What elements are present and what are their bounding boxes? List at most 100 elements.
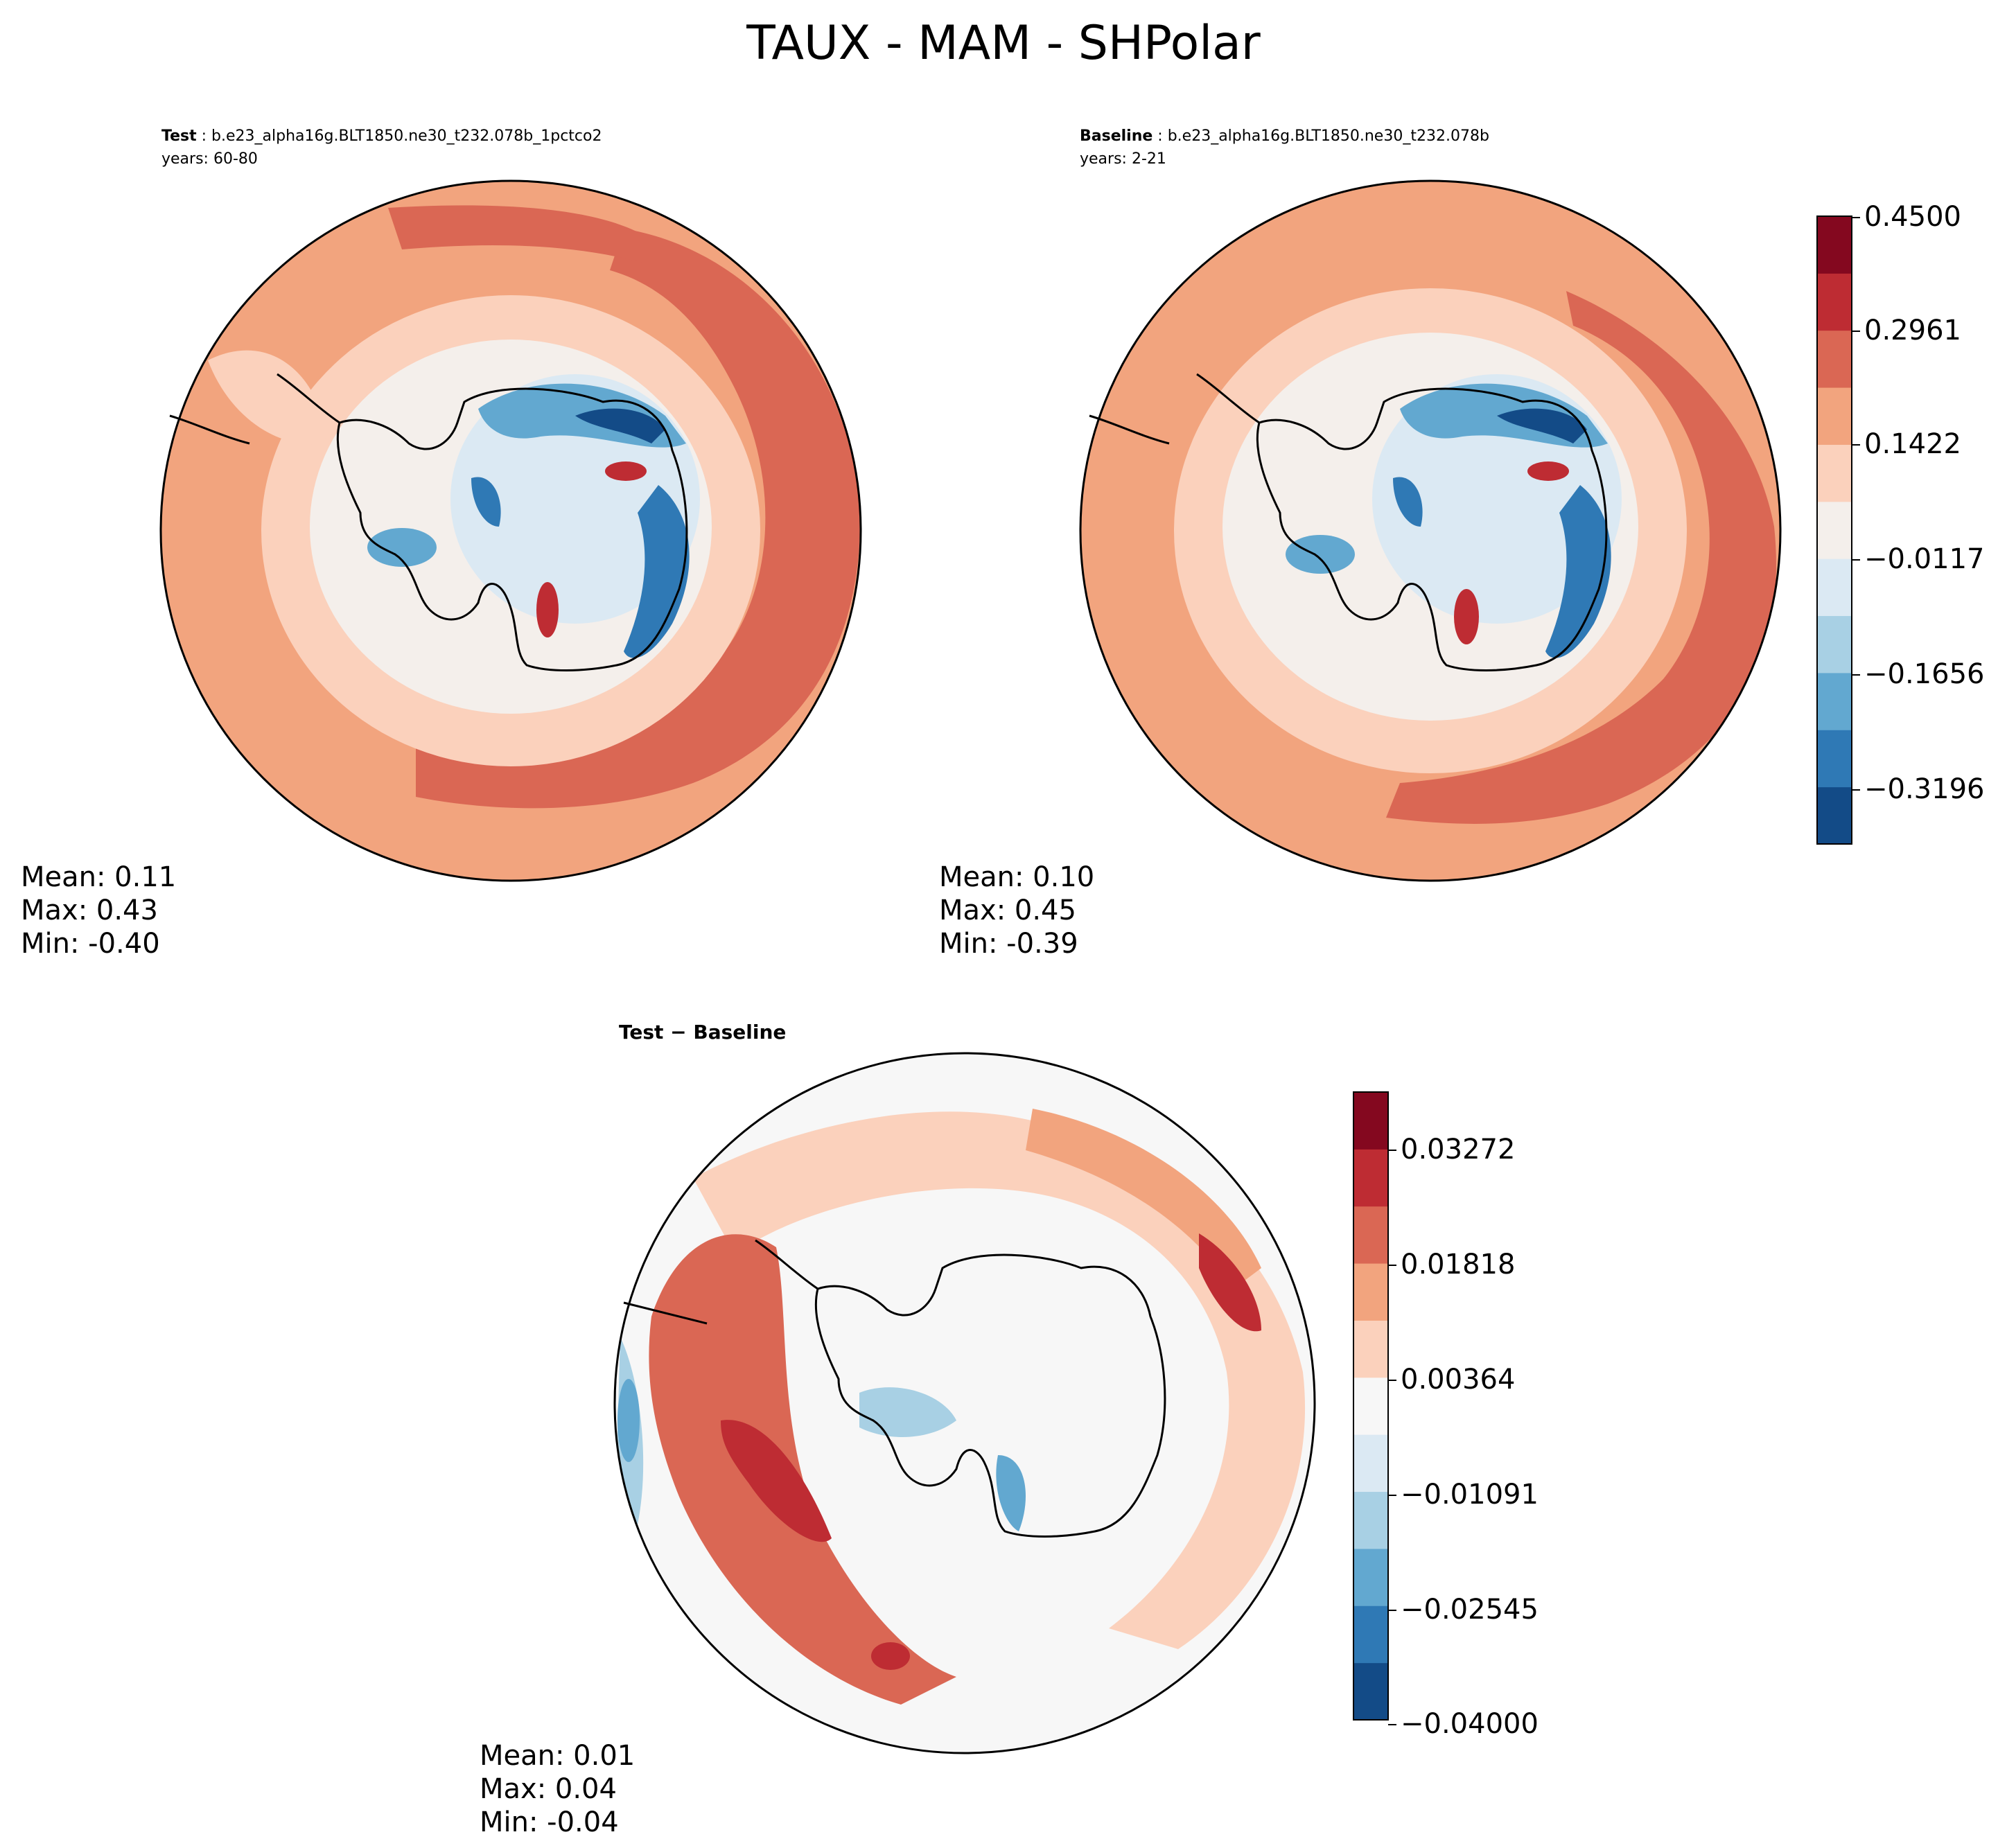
diff-antarctica-coastline [814,1253,1166,1538]
test-easterly-core-north [575,408,665,443]
test-strong-westerlies [416,229,860,809]
diff-mean: Mean: 0.01 [480,1740,636,1772]
colorbar-tick-label: −0.01091 [1401,1479,1539,1511]
colorbar-segment [1353,1263,1388,1321]
colorbar-segment [1353,1491,1388,1549]
test-map [159,179,862,882]
colorbar-tick-label: 0.4500 [1864,201,1961,233]
colorbar-segment [1817,786,1852,845]
diff-max: Max: 0.04 [480,1773,617,1805]
baseline-panel-title: Baseline : b.e23_alpha16g.BLT1850.ne30_t… [1080,127,1489,145]
colorbar-tick-label: 0.1422 [1864,428,1961,460]
colorbar-segment [1353,1434,1388,1493]
colorbar-main [1816,215,1860,845]
colorbar-segment [1353,1206,1388,1264]
colorbar-tick-label: −0.1656 [1864,658,1985,690]
colorbar-frame [1816,215,1852,845]
baseline-easterly-east [1545,485,1611,658]
colorbar-segment [1817,216,1852,274]
test-years: years: 60-80 [161,150,258,168]
colorbar-tick-label: 0.00364 [1401,1364,1516,1396]
test-katabatic-red-2 [536,582,559,637]
baseline-easterly-west [1393,477,1423,527]
colorbar-segment [1353,1377,1388,1435]
test-peninsula-outline [277,373,340,424]
diff-south-america-outline [623,1301,708,1325]
colorbar-tick-label: −0.04000 [1401,1708,1539,1740]
baseline-peninsula-outline [1196,373,1260,424]
colorbar-tick-label: −0.02545 [1401,1594,1539,1626]
baseline-katabatic-red-2 [1454,589,1479,644]
diff-peninsula-outline [755,1239,818,1290]
colorbar-segment [1817,730,1852,788]
baseline-antarctica-coastline [1256,387,1608,671]
colorbar-segment [1817,672,1852,730]
colorbar-segment [1353,1149,1388,1207]
diff-positive-west [649,1234,956,1705]
test-westerlies-north [388,205,645,263]
colorbar-tick-label: −0.3196 [1864,773,1985,805]
baseline-south-america-outline [1089,414,1170,445]
test-label: Test [161,127,197,145]
colorbar-segment [1817,273,1852,331]
baseline-case-name: b.e23_alpha16g.BLT1850.ne30_t232.078b [1167,127,1489,145]
baseline-map-boundary [1079,179,1782,882]
colorbar-segment [1353,1548,1388,1606]
test-easterly-west [471,477,501,527]
colorbar-tick-label: 0.01818 [1401,1249,1516,1281]
diff-map-boundary [613,1052,1316,1754]
test-easterly-east [624,485,690,658]
diff-max-west [721,1420,832,1542]
colorbar-segment [1817,387,1852,445]
baseline-ross-blue [1286,535,1355,574]
test-map-boundary [159,179,862,882]
baseline-years: years: 2-21 [1080,150,1166,168]
baseline-min: Min: -0.39 [939,928,1078,960]
diff-negative-peninsula [859,1387,956,1437]
colorbar-segment [1353,1662,1388,1721]
baseline-katabatic-red-1 [1527,461,1569,481]
baseline-map [1079,179,1782,882]
baseline-strong-westerlies [1386,291,1776,824]
baseline-easterly-core-north [1497,408,1587,443]
colorbar-tick-label: −0.0117 [1864,543,1985,575]
colorbar-diff [1353,1091,1396,1725]
test-case-name: b.e23_alpha16g.BLT1850.ne30_t232.078b_1p… [211,127,602,145]
colorbar-segment [1817,444,1852,502]
test-max: Max: 0.43 [21,895,158,926]
test-stats: Mean: 0.11 Max: 0.43 Min: -0.40 [21,861,176,960]
colorbar-segment [1353,1320,1388,1378]
test-ross-blue [367,528,437,567]
colorbar-tick-label: 0.2961 [1864,315,1961,346]
test-south-america-outline [169,414,250,445]
baseline-label: Baseline [1080,127,1153,145]
colorbar-segment [1817,615,1852,674]
test-antarctica-coastline [336,387,688,671]
colorbar-segment [1817,330,1852,388]
baseline-max: Max: 0.45 [939,895,1076,926]
colorbar-frame [1353,1091,1389,1721]
diff-positive-ring [693,1111,1306,1649]
test-peninsula-light [208,350,326,445]
colorbar-segment [1817,501,1852,559]
test-mean: Mean: 0.11 [21,861,177,893]
test-katabatic-red-1 [605,461,647,481]
test-panel-title: Test : b.e23_alpha16g.BLT1850.ne30_t232.… [161,127,602,145]
diff-max-east [1199,1233,1261,1332]
colorbar-segment [1353,1605,1388,1664]
diff-min: Min: -0.04 [480,1806,619,1838]
test-min: Min: -0.40 [21,928,160,960]
colorbar-tick-label: 0.03272 [1401,1134,1516,1165]
diff-max-south [871,1642,910,1670]
baseline-stats: Mean: 0.10 Max: 0.45 Min: -0.39 [939,861,1094,960]
colorbar-segment [1817,558,1852,617]
diff-negative-west-core [617,1379,640,1462]
diff-negative-weddell [996,1455,1026,1531]
baseline-mean: Mean: 0.10 [939,861,1095,893]
diff-map [613,1052,1316,1754]
colorbar-segment [1353,1092,1388,1150]
diff-stats: Mean: 0.01 Max: 0.04 Min: -0.04 [480,1739,635,1839]
diff-panel-title: Test − Baseline [619,1021,787,1044]
figure-title: TAUX - MAM - SHPolar [746,16,1261,71]
